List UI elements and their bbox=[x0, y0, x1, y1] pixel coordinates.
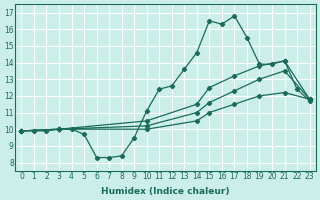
X-axis label: Humidex (Indice chaleur): Humidex (Indice chaleur) bbox=[101, 187, 230, 196]
